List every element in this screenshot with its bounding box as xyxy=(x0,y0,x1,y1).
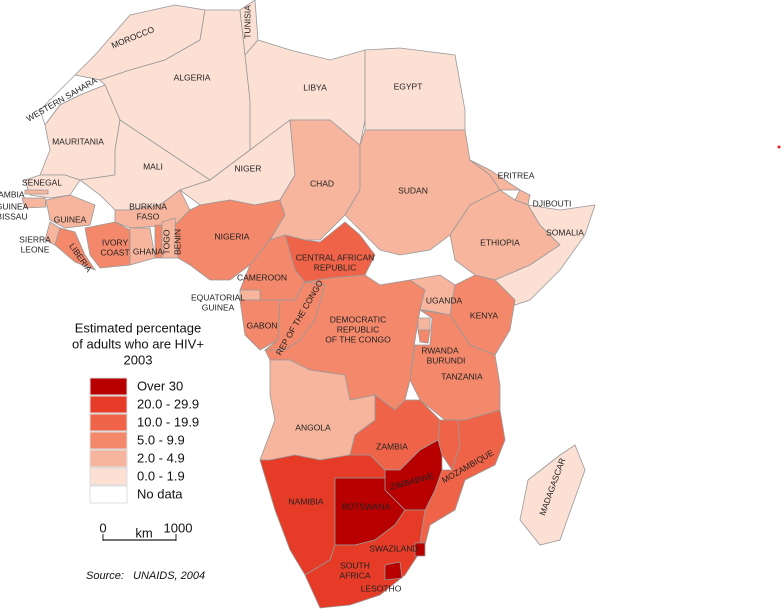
country-label: ZAMBIA xyxy=(376,441,408,451)
legend-swatch xyxy=(89,449,128,468)
country-label: SIERRA xyxy=(19,234,51,244)
legend-label: Over 30 xyxy=(137,378,183,393)
country-label: KENYA xyxy=(470,310,499,320)
source-value: UNAIDS, 2004 xyxy=(133,570,205,582)
country-label: ANGOLA xyxy=(295,422,331,432)
country-label: REPUBLIC xyxy=(337,324,380,334)
country-label: FASO xyxy=(137,211,160,221)
country xyxy=(519,444,586,546)
marker-dot xyxy=(777,145,781,149)
scale-unit: km xyxy=(135,525,152,540)
legend-swatch xyxy=(89,485,128,504)
country-label: GUINEA xyxy=(0,201,29,211)
country-label: DJIBOUTI xyxy=(533,198,572,208)
country-label: CENTRAL AFRICAN xyxy=(296,252,375,262)
legend-title: of adults who are HIV+ xyxy=(72,336,204,351)
country-label: GABON xyxy=(247,320,278,330)
country-label: GUINEA xyxy=(202,302,235,312)
country-label: GHANA xyxy=(133,246,164,256)
country-label: COAST xyxy=(100,247,129,257)
legend-swatch xyxy=(89,377,128,396)
country-label: GAMBIA xyxy=(0,189,25,199)
country-label: CAMEROON xyxy=(237,272,287,282)
country-label: OF THE CONGO xyxy=(325,334,391,344)
country-label: SWAZILAND xyxy=(369,543,418,553)
country-label: CHAD xyxy=(310,178,334,188)
legend-swatch xyxy=(89,467,128,486)
source-label: Source: xyxy=(86,570,124,582)
country xyxy=(45,194,96,229)
country-label: EQUATORIAL xyxy=(191,292,245,302)
country-label: TUNISIA xyxy=(242,5,252,39)
country xyxy=(21,197,47,209)
country-label: RWANDA xyxy=(421,345,459,355)
country-label: NIGER xyxy=(235,163,262,173)
country-label: TANZANIA xyxy=(441,371,483,381)
country-label: BENIN xyxy=(172,229,182,255)
country xyxy=(494,204,596,306)
legend-swatch xyxy=(89,413,128,432)
country-label: IVORY xyxy=(102,237,129,247)
country xyxy=(408,274,456,316)
scale-start: 0 xyxy=(99,520,106,535)
legend-label: No data xyxy=(137,486,183,501)
country xyxy=(469,159,522,191)
country-label: TOGO xyxy=(161,229,171,254)
country xyxy=(417,317,431,331)
country-label: BURKINA xyxy=(129,201,167,211)
countries xyxy=(21,0,596,609)
country-label: SOUTH xyxy=(340,560,370,570)
scale-end: 1000 xyxy=(164,520,193,535)
country-label: LESOTHO xyxy=(361,583,402,593)
legend-label: 0.0 - 1.9 xyxy=(137,468,185,483)
country-label: BURUNDI xyxy=(427,355,466,365)
country-label: SENEGAL xyxy=(22,177,62,187)
country-label: LIBYA xyxy=(303,82,327,92)
country-label: ALGERIA xyxy=(174,72,211,82)
legend-title: Estimated percentage xyxy=(75,320,201,335)
country-label: NAMIBIA xyxy=(289,496,324,506)
legend-swatch xyxy=(89,395,128,414)
country xyxy=(417,409,506,556)
country-label: BISSAU xyxy=(0,211,28,221)
country-label: SOMALIA xyxy=(546,227,584,237)
country-label: GUINEA xyxy=(54,214,87,224)
country-label: AFRICA xyxy=(339,570,371,580)
legend-label: 5.0 - 9.9 xyxy=(137,432,185,447)
country xyxy=(384,561,403,581)
country-label: EGYPT xyxy=(394,81,423,91)
legend-title: 2003 xyxy=(124,352,153,367)
legend-swatch xyxy=(89,431,128,450)
country-label: BOTSWANA xyxy=(342,501,391,511)
legend-label: 2.0 - 4.9 xyxy=(137,450,185,465)
country xyxy=(24,189,49,195)
country xyxy=(417,329,431,344)
country-label: REPUBLIC xyxy=(314,262,357,272)
country-label: ETHIOPIA xyxy=(480,237,520,247)
country-label: MALI xyxy=(143,161,163,171)
country-label: SUDAN xyxy=(398,185,428,195)
country xyxy=(414,542,426,557)
country-label: LEONE xyxy=(21,244,50,254)
country-label: ERITREA xyxy=(498,170,535,180)
legend-label: 20.0 - 29.9 xyxy=(137,396,199,411)
country-label: DEMOCRATIC xyxy=(330,314,387,324)
country xyxy=(54,227,97,271)
country xyxy=(304,509,426,609)
country xyxy=(244,39,366,151)
legend-label: 10.0 - 19.9 xyxy=(137,414,199,429)
country-label: NIGERIA xyxy=(215,231,250,241)
country-label: MAURITANIA xyxy=(52,136,104,146)
country-label: UGANDA xyxy=(426,295,463,305)
